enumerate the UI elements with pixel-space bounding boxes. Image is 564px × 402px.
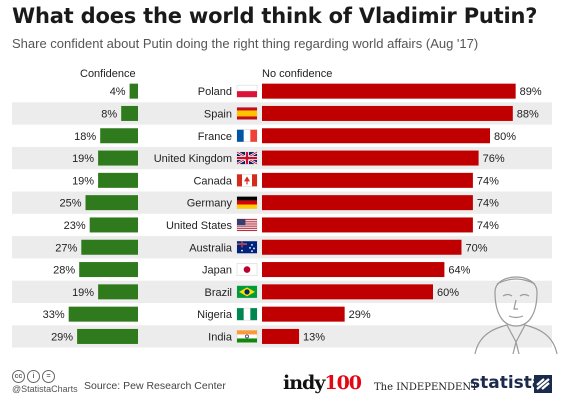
confidence-bar <box>129 83 138 99</box>
no-confidence-bar <box>262 306 345 322</box>
confidence-value-label: 23% <box>64 220 86 232</box>
no-confidence-bar <box>262 239 462 255</box>
uk-flag <box>236 151 258 166</box>
confidence-bar <box>100 128 138 144</box>
country-label: Germany <box>187 198 233 210</box>
confidence-value-label: 19% <box>72 175 94 187</box>
statista-logo: statista <box>470 373 544 393</box>
australia-flag <box>236 241 258 254</box>
no-confidence-value-label: 74% <box>477 175 499 187</box>
confidence-value-label: 28% <box>53 265 75 277</box>
no-confidence-value-label: 13% <box>303 331 325 343</box>
chart-title: What does the world think of Vladimir Pu… <box>12 4 538 28</box>
confidence-bar <box>68 306 138 322</box>
confidence-value-label: 19% <box>72 153 94 165</box>
no-confidence-header: No confidence <box>262 68 332 80</box>
confidence-value-label: 33% <box>43 309 65 321</box>
spain-flag <box>236 107 258 120</box>
confidence-bar <box>77 328 138 344</box>
confidence-bar <box>121 105 138 121</box>
no-confidence-bar <box>262 328 300 344</box>
license-and-handle: cc i = @StatistaCharts <box>12 370 172 398</box>
confidence-bar <box>98 284 138 300</box>
country-label: Spain <box>204 108 232 120</box>
confidence-bar <box>79 262 138 278</box>
country-label: France <box>198 131 232 143</box>
canada-flag <box>236 174 258 187</box>
confidence-bar <box>98 172 138 188</box>
confidence-value-label: 29% <box>51 331 73 343</box>
no-confidence-value-label: 74% <box>477 198 499 210</box>
no-confidence-bar <box>262 150 479 166</box>
country-label: India <box>208 331 233 343</box>
no-derivatives-icon: = <box>42 370 55 383</box>
no-confidence-value-label: 60% <box>437 287 459 299</box>
no-confidence-value-label: 89% <box>520 86 542 98</box>
no-confidence-bar <box>262 172 473 188</box>
confidence-header: Confidence <box>80 68 136 80</box>
attribution-icon: i <box>27 370 40 383</box>
indy100-logo: indy100 <box>283 372 362 394</box>
no-confidence-value-label: 29% <box>349 309 371 321</box>
no-confidence-bar <box>262 195 473 211</box>
confidence-bar <box>98 150 138 166</box>
no-confidence-value-label: 74% <box>477 220 499 232</box>
country-label: Nigeria <box>197 309 233 321</box>
confidence-value-label: 25% <box>59 198 81 210</box>
putin-portrait-illustration <box>473 262 559 359</box>
country-label: Japan <box>202 265 232 277</box>
creative-commons-icon: cc <box>12 370 25 383</box>
germany-flag <box>236 196 258 209</box>
no-confidence-value-label: 80% <box>494 131 516 143</box>
france-flag <box>236 129 258 142</box>
confidence-value-label: 8% <box>101 108 117 120</box>
independent-logo: The INDEPENDENT <box>374 382 478 393</box>
no-confidence-value-label: 70% <box>466 242 488 254</box>
confidence-value-label: 27% <box>55 242 77 254</box>
poland-flag <box>236 84 258 98</box>
usa-flag <box>236 218 258 232</box>
no-confidence-value-label: 64% <box>448 265 470 277</box>
confidence-bar <box>81 239 138 255</box>
country-label: Poland <box>198 86 232 98</box>
no-confidence-bar <box>262 217 473 233</box>
no-confidence-value-label: 76% <box>483 153 505 165</box>
confidence-bar <box>85 195 138 211</box>
no-confidence-bar <box>262 105 513 121</box>
india-flag <box>236 330 258 343</box>
japan-flag <box>236 263 258 276</box>
confidence-value-label: 18% <box>74 131 96 143</box>
no-confidence-value-label: 88% <box>517 108 539 120</box>
nigeria-flag <box>236 307 258 321</box>
no-confidence-bar <box>262 128 490 144</box>
no-confidence-bar <box>262 262 445 278</box>
country-label: Brazil <box>204 287 232 299</box>
country-label: United Kingdom <box>154 153 232 165</box>
no-confidence-bar <box>262 83 516 99</box>
confidence-value-label: 4% <box>110 86 126 98</box>
source-note: Source: Pew Research Center <box>84 380 226 392</box>
confidence-value-label: 19% <box>72 287 94 299</box>
no-confidence-bar <box>262 284 433 300</box>
statista-mark-icon <box>534 375 552 393</box>
country-label: Canada <box>193 175 232 187</box>
twitter-handle: @StatistaCharts <box>12 384 78 394</box>
chart-subtitle: Share confident about Putin doing the ri… <box>12 36 479 51</box>
country-label: United States <box>166 220 233 232</box>
country-label: Australia <box>189 242 233 254</box>
butterfly-bar-chart: Confidence No confidence 4% Poland 89% 8% Spai… <box>12 68 552 348</box>
confidence-bar <box>89 217 138 233</box>
brazil-flag <box>236 285 258 299</box>
